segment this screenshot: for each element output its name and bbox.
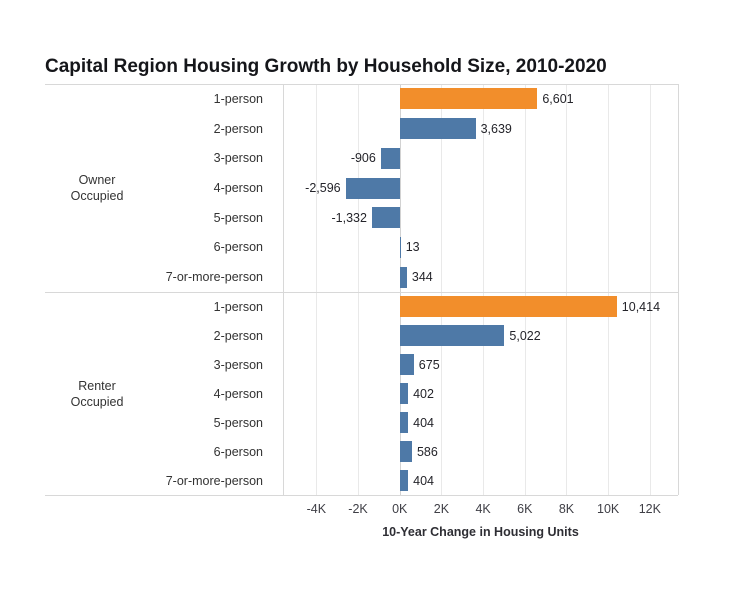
value-label: 344	[411, 270, 433, 285]
category-label: 6-person	[213, 444, 263, 459]
gridline	[566, 84, 568, 495]
gridline	[358, 84, 360, 495]
zero-gridline	[399, 84, 401, 495]
bar[interactable]	[399, 118, 476, 140]
x-tick-label: 0K	[392, 502, 408, 516]
gridline	[483, 84, 485, 495]
group-label: Renter Occupied	[70, 378, 124, 409]
category-label: 2-person	[213, 328, 263, 343]
x-tick-label: 6K	[517, 502, 533, 516]
bar[interactable]	[371, 207, 400, 229]
gridline	[649, 84, 651, 495]
group-separator-line	[45, 292, 678, 293]
gridline	[524, 84, 526, 495]
value-label: 3,639	[480, 121, 512, 136]
category-label: 4-person	[213, 181, 263, 195]
category-label: 1-person	[213, 91, 263, 106]
gridline	[608, 84, 610, 495]
bar[interactable]	[399, 470, 409, 491]
value-label: 404	[413, 415, 434, 430]
chart-title: Capital Region Housing Growth by Househo…	[45, 56, 607, 77]
x-tick-label: -4K	[306, 502, 327, 516]
bar[interactable]	[345, 177, 400, 199]
group-label: Owner Occupied	[70, 173, 124, 203]
value-label: 10,414	[621, 299, 661, 314]
bar[interactable]	[399, 266, 407, 288]
bar[interactable]	[399, 441, 412, 462]
category-label: 3-person	[213, 151, 263, 166]
x-tick-label: 4K	[475, 502, 491, 516]
value-label: 675	[418, 357, 440, 372]
x-tick-label: 10K	[597, 502, 620, 516]
value-label: -2,596	[305, 181, 341, 195]
value-label: 5,022	[509, 328, 541, 343]
value-label: 404	[413, 473, 434, 488]
category-label: 7-or-more-person	[165, 270, 263, 285]
value-label: 13	[405, 240, 420, 255]
category-label: 1-person	[213, 299, 263, 314]
x-tick-label: -2K	[348, 502, 368, 516]
category-label: 3-person	[213, 357, 263, 372]
bar[interactable]	[399, 236, 401, 258]
category-label: 5-person	[213, 415, 263, 430]
category-label: 2-person	[213, 121, 263, 136]
value-label: -1,332	[331, 210, 367, 225]
category-label: 7-or-more-person	[165, 473, 263, 488]
gridline	[441, 84, 443, 495]
axis-baseline	[45, 495, 678, 496]
category-label: 6-person	[213, 240, 263, 255]
value-label: 586	[416, 444, 438, 459]
x-tick-label: 12K	[638, 502, 661, 516]
bar[interactable]	[399, 354, 414, 375]
x-tick-label: 2K	[433, 502, 450, 516]
category-label: 4-person	[213, 386, 263, 401]
value-label: -906	[350, 151, 376, 166]
plot-left-border	[283, 84, 284, 495]
plot-right-border	[678, 84, 679, 495]
bar[interactable]	[399, 88, 538, 110]
bar[interactable]	[399, 296, 617, 317]
gridline	[316, 84, 318, 495]
value-label: 402	[413, 386, 434, 401]
panel-top-border	[45, 84, 678, 85]
bar[interactable]	[399, 412, 409, 433]
category-label: 5-person	[213, 210, 263, 225]
bar[interactable]	[380, 147, 400, 169]
x-axis-title: 10-Year Change in Housing Units	[382, 525, 579, 539]
bar[interactable]	[399, 383, 409, 404]
x-tick-label: 8K	[558, 502, 575, 516]
value-label: 6,601	[542, 91, 574, 106]
bar[interactable]	[399, 325, 505, 346]
